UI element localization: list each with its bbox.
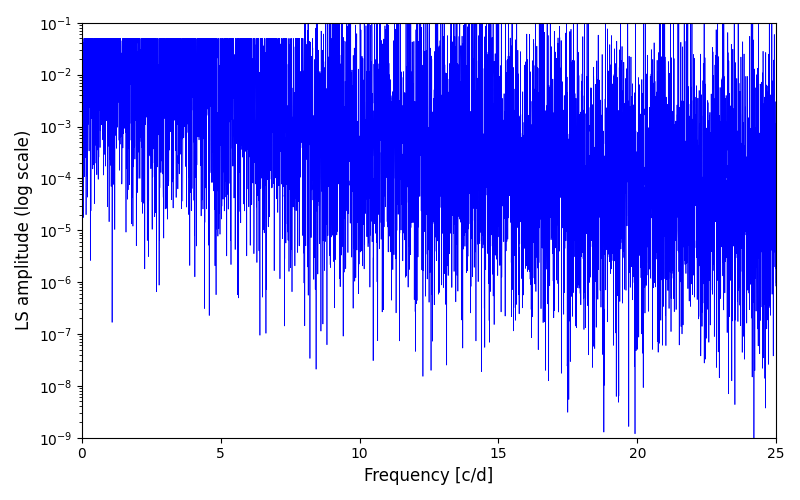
Y-axis label: LS amplitude (log scale): LS amplitude (log scale)	[15, 130, 33, 330]
X-axis label: Frequency [c/d]: Frequency [c/d]	[364, 467, 494, 485]
